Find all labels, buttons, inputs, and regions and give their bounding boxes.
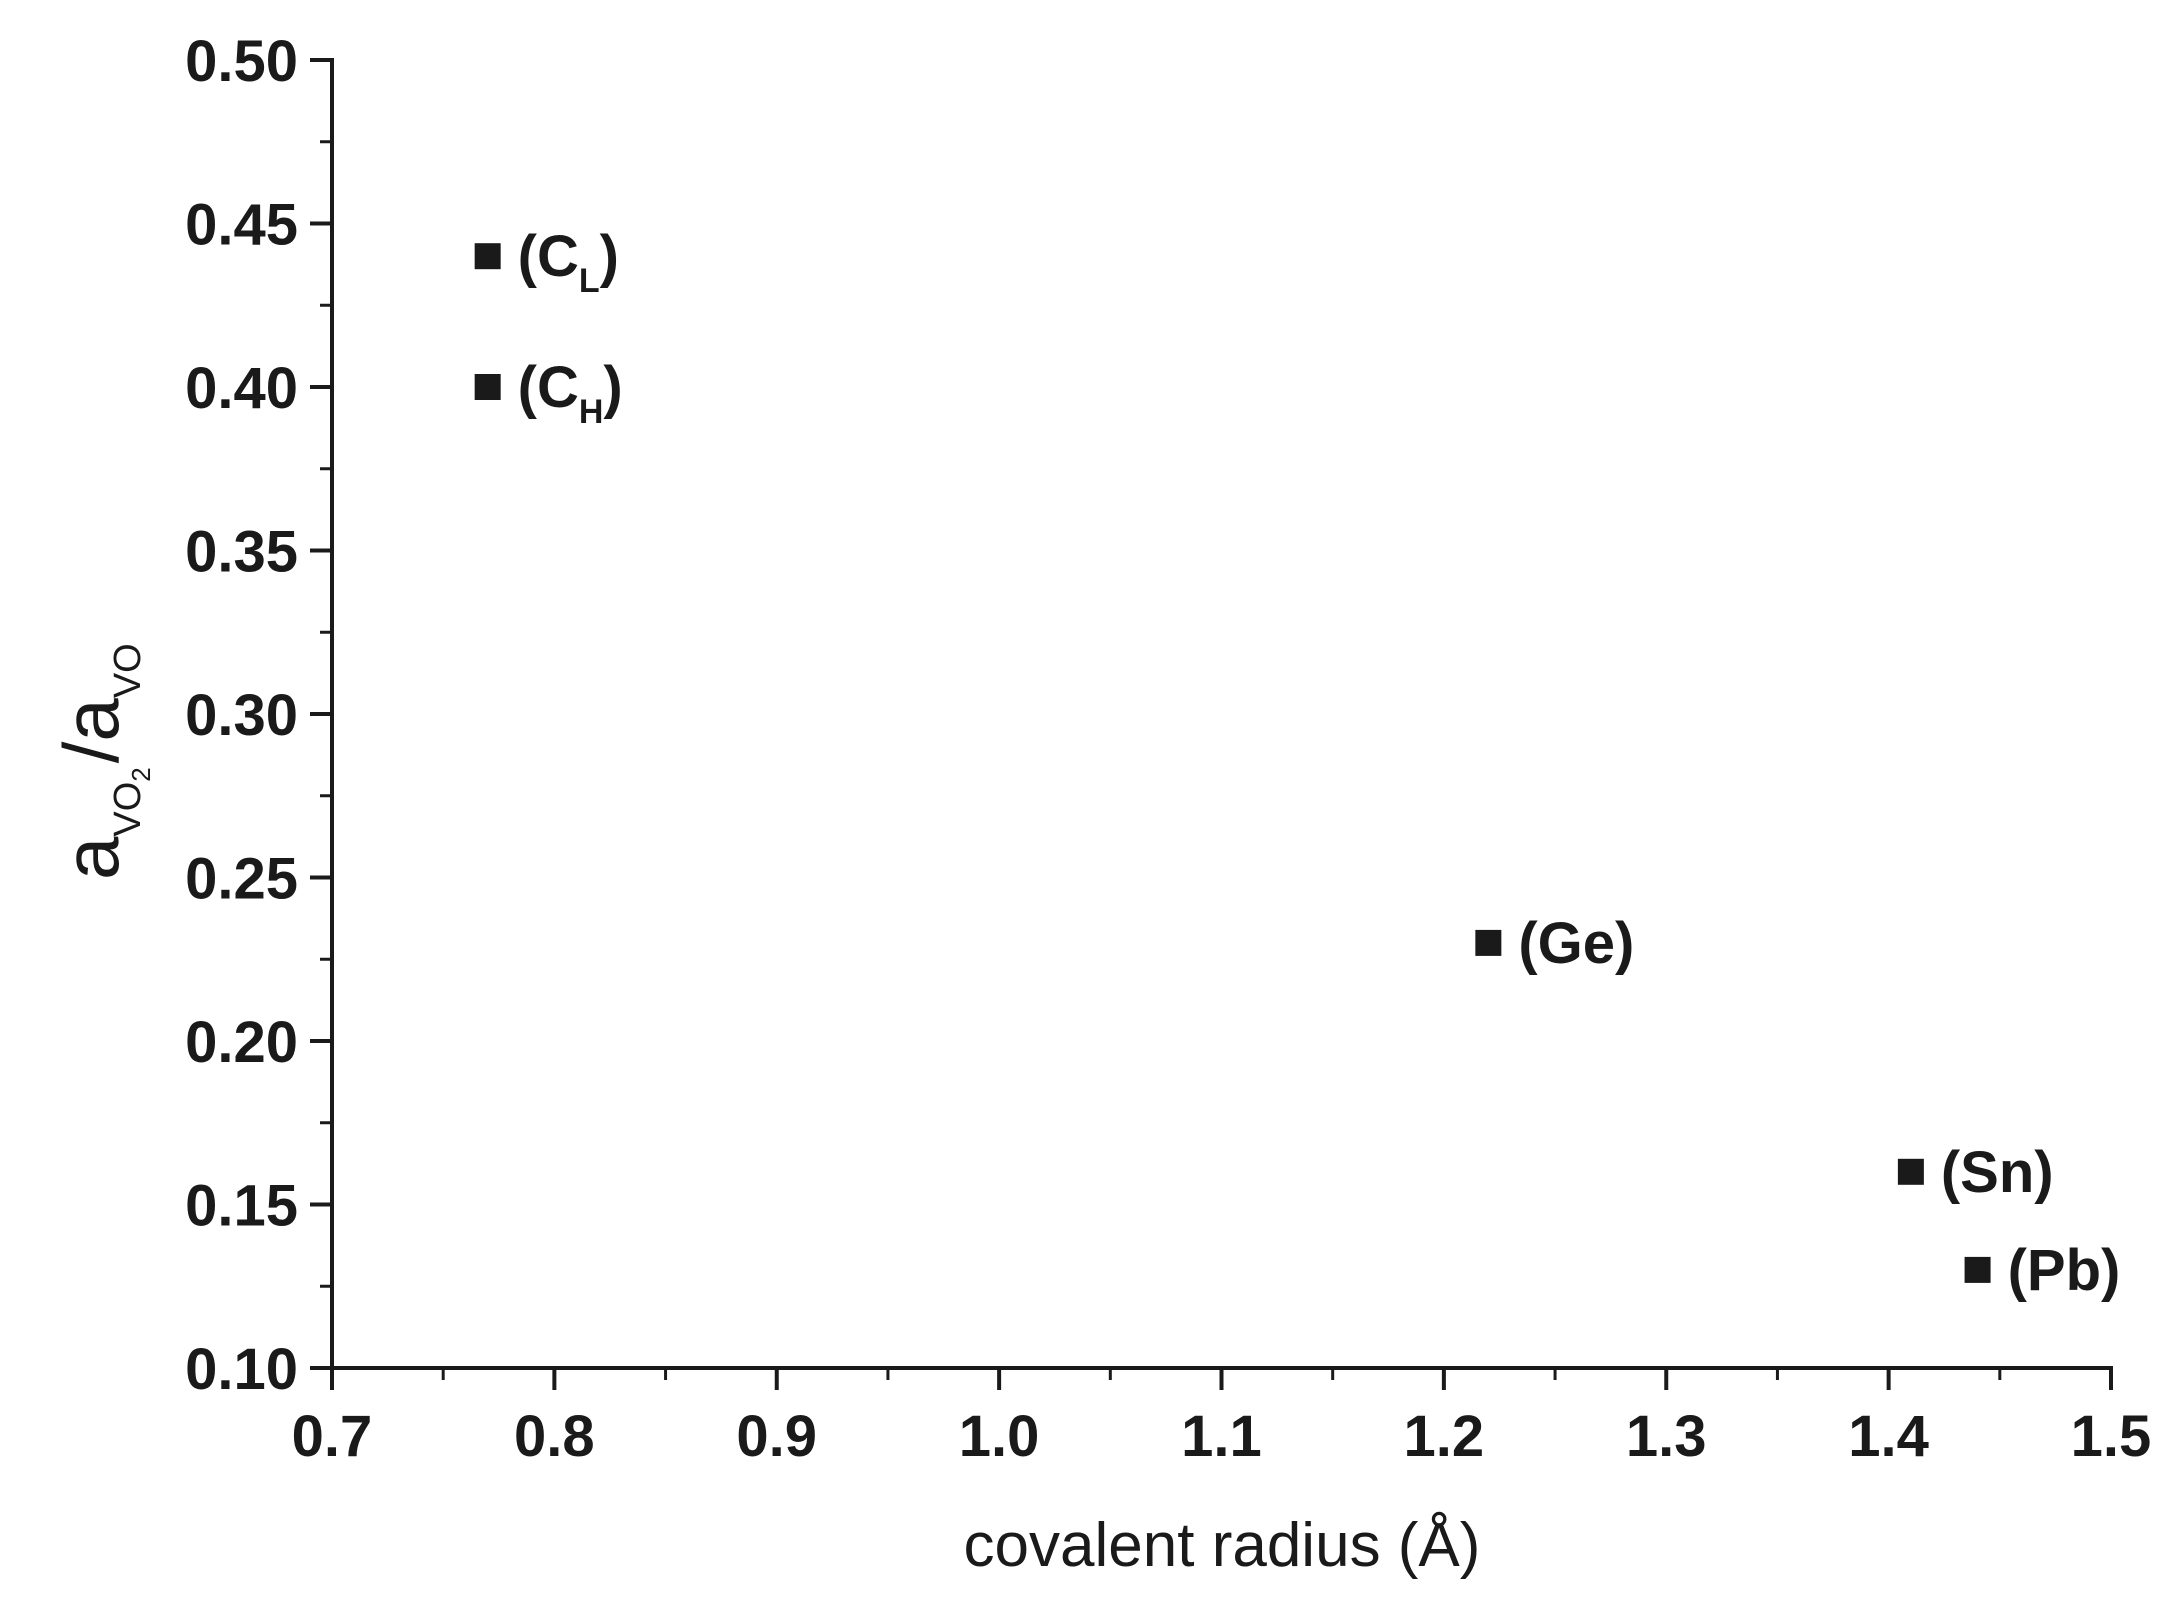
data-point-marker [474,374,501,400]
y-tick-label: 0.30 [185,683,298,748]
y-axis-title-sub-2: 2 [126,767,156,781]
x-tick-label: 1.2 [1404,1404,1485,1469]
data-point-label: (CL) [518,224,619,300]
x-tick-label: 0.9 [736,1404,817,1469]
svg-text:aVO2/aVO: aVO2/aVO [47,643,156,880]
data-point-label: (Ge) [1518,911,1634,976]
x-tick-label: 1.3 [1626,1404,1707,1469]
y-axis-title: aVO2/aVO [47,643,156,880]
data-point-label: (CH) [518,355,623,431]
y-tick-label: 0.40 [185,356,298,421]
y-axis-title-slash-a: /a [47,698,135,764]
y-tick-label: 0.35 [185,520,298,585]
data-point-label: (Sn) [1941,1140,2054,1205]
y-tick-label: 0.10 [185,1337,298,1402]
y-tick-label: 0.50 [185,29,298,94]
x-axis-ticks: 0.7 0.8 0.9 1.0 1.1 1.2 1.3 1.4 1.5 [292,1368,2152,1469]
y-tick-label: 0.20 [185,1010,298,1075]
x-tick-label: 0.7 [292,1404,373,1469]
data-point-label: (Pb) [2008,1238,2121,1303]
data-points: (CL) (CH) (Ge) (Sn) (Pb) [474,224,2121,1303]
y-tick-label: 0.45 [185,193,298,258]
data-point-marker [474,243,501,270]
y-axis-title-sub-vo2: VO [107,782,149,837]
y-axis-title-a: a [47,836,135,880]
x-tick-label: 1.5 [2071,1404,2152,1469]
x-axis-title: covalent radius (Å) [964,1511,1481,1580]
x-tick-label: 1.1 [1181,1404,1262,1469]
x-tick-label: 0.8 [514,1404,595,1469]
data-point-marker [1897,1158,1924,1185]
x-tick-label: 1.4 [1848,1404,1929,1469]
data-point-marker [1475,929,1502,956]
data-point-marker [1964,1256,1991,1283]
y-axis-title-sub-vo: VO [107,643,149,698]
y-tick-label: 0.15 [185,1174,298,1239]
y-tick-label: 0.25 [185,847,298,912]
x-tick-label: 1.0 [959,1404,1040,1469]
y-axis-ticks: 0.10 0.15 0.20 0.25 0.30 0.35 0.40 0.45 0.50 [185,29,332,1402]
